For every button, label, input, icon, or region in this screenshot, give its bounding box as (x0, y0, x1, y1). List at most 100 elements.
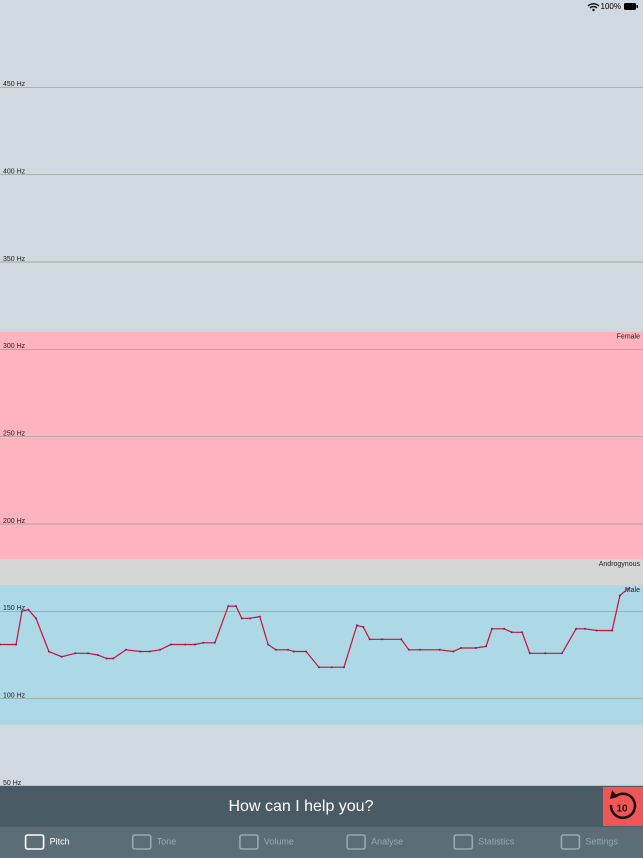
tab[interactable]: Tone (131, 834, 177, 850)
battery-label: 100% (601, 2, 621, 11)
pitch-point (317, 666, 320, 669)
y-tick-label: 350 Hz (3, 256, 26, 263)
battery-tip (636, 5, 638, 8)
wifi-icon (587, 3, 600, 9)
pitch-point (35, 617, 38, 620)
pitch-point (47, 650, 50, 653)
y-tick-label: 450 Hz (3, 81, 26, 88)
band-label: Male (625, 587, 640, 594)
tab[interactable]: Settings (560, 834, 618, 850)
pitch-point (485, 645, 488, 648)
pitch-point (15, 643, 18, 646)
pitch-point (575, 627, 578, 630)
pitch-point (452, 650, 455, 653)
pitch-point (330, 666, 333, 669)
pitch-point (418, 648, 421, 651)
pitch-point (460, 647, 463, 650)
pitch-point (249, 617, 252, 620)
tab[interactable]: Pitch (24, 834, 70, 850)
pitch-point (362, 626, 365, 629)
pitch-point (258, 615, 261, 618)
tab-icon (131, 834, 152, 850)
replay-arrow (610, 790, 618, 799)
pitch-point (274, 648, 277, 651)
pitch-point (438, 648, 441, 651)
pitch-point (544, 652, 547, 655)
y-tick-label: 50 Hz (3, 780, 22, 787)
tab[interactable]: Analyse (346, 834, 403, 850)
tabs: Pitch Tone Volume Analyse Statistics Settings (24, 834, 618, 850)
pitch-point (227, 605, 230, 608)
pitch-point (595, 629, 598, 632)
pitch-point (213, 641, 216, 644)
pitch-point (510, 631, 513, 634)
tab-icon (560, 834, 581, 850)
pitch-point (125, 648, 128, 651)
pitch-point (112, 657, 115, 660)
pitch-point (400, 638, 403, 641)
range-band (0, 331, 643, 559)
pitch-point (343, 666, 346, 669)
pitch-point (202, 641, 205, 644)
pitch-point (287, 648, 290, 651)
banner-text[interactable]: How can I help you? (229, 798, 374, 815)
tab-bar (0, 827, 643, 858)
tab[interactable]: Statistics (453, 834, 515, 850)
replay-label: 10 (616, 804, 628, 815)
pitch-point (139, 650, 142, 653)
replay-arc (609, 792, 637, 820)
tab-icon (239, 834, 259, 850)
pitch-point (611, 629, 614, 632)
y-tick-label: 300 Hz (3, 343, 26, 350)
y-tick-label: 150 Hz (3, 605, 26, 612)
pitch-point (528, 652, 531, 655)
pitch-point (618, 594, 621, 597)
pitch-point (0, 643, 1, 646)
pitch-point (234, 605, 237, 608)
pitch-point (503, 627, 506, 630)
pitch-point (292, 650, 295, 653)
pitch-point (355, 624, 358, 627)
tab-icon (453, 834, 474, 850)
battery-icon (624, 3, 636, 10)
pitch-point (148, 650, 151, 653)
pitch-point (474, 647, 477, 650)
range-band (0, 558, 643, 586)
pitch-point (60, 655, 63, 658)
tab-label: Settings (585, 836, 618, 846)
pitch-point (159, 648, 162, 651)
pitch-point (193, 643, 196, 646)
pitch-point (490, 627, 493, 630)
status-bar: 100% (587, 2, 638, 12)
pitch-point (170, 643, 173, 646)
tab[interactable]: Volume (239, 834, 294, 850)
range-band (0, 585, 643, 725)
tab-label: Analyse (371, 836, 403, 846)
y-tick-label: 200 Hz (3, 518, 26, 525)
pitch-point (267, 643, 270, 646)
band-label: Female (617, 334, 640, 341)
y-tick-label: 250 Hz (3, 431, 26, 438)
pitch-point (584, 627, 587, 630)
pitch-point (20, 610, 23, 613)
pitch-point (74, 652, 77, 655)
tab-icon (346, 834, 366, 850)
pitch-point (87, 652, 90, 655)
replay-button[interactable]: 10 (603, 787, 643, 826)
y-tick-label: 400 Hz (3, 169, 26, 176)
banner (0, 786, 643, 827)
pitch-point (380, 638, 383, 641)
pitch-point (240, 617, 243, 620)
tab-label: Pitch (50, 836, 70, 846)
pitch-point (305, 650, 308, 653)
y-tick-label: 100 Hz (3, 693, 26, 700)
pitch-point (560, 652, 563, 655)
tab-icon (24, 834, 45, 850)
pitch-point (96, 654, 99, 656)
pitch-point (521, 631, 524, 634)
plot: Female Androgynous Male 50 Hz 100 Hz 150 Hz 20… (0, 81, 643, 787)
tab-label: Statistics (478, 836, 515, 846)
pitch-point (105, 657, 108, 660)
